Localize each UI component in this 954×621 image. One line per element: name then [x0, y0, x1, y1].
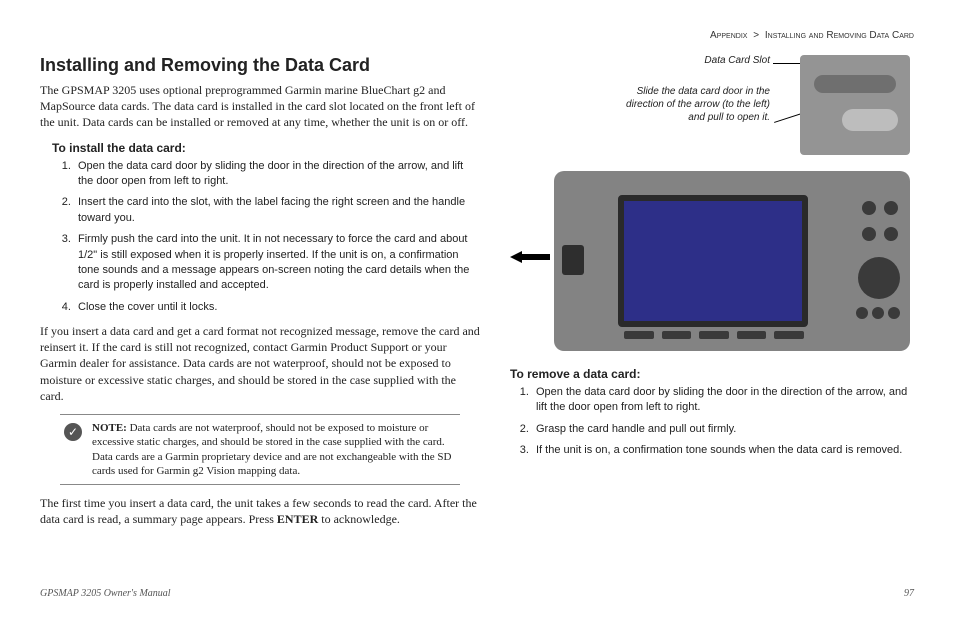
device-left-button-graphic [562, 245, 584, 275]
card-door-illustration: Data Card Slot Slide the data card door … [510, 55, 910, 165]
intro-paragraph: The GPSMAP 3205 uses optional preprogram… [40, 82, 480, 131]
install-step: Close the cover until it locks. [74, 300, 480, 315]
note-text: NOTE: Data cards are not waterproof, sho… [92, 421, 456, 478]
device-button-graphic [884, 201, 898, 215]
note-body: Data cards are not waterproof, should no… [92, 422, 451, 477]
device-button-graphic [862, 227, 876, 241]
device-button-graphic [872, 307, 884, 319]
footer-page-number: 97 [904, 588, 914, 599]
device-dpad-graphic [858, 257, 900, 299]
install-steps-list: Open the data card door by sliding the d… [74, 159, 480, 316]
page-footer: GPSMAP 3205 Owner's Manual 97 [40, 588, 914, 599]
install-step: Firmly push the card into the unit. It i… [74, 232, 480, 294]
remove-steps-list: Open the data card door by sliding the d… [532, 385, 910, 459]
callout-title: Data Card Slot [704, 55, 770, 66]
card-door-graphic [800, 55, 910, 155]
install-heading: To install the data card: [52, 141, 480, 155]
note-box: ✓ NOTE: Data cards are not waterproof, s… [60, 414, 460, 485]
install-step: Insert the card into the slot, with the … [74, 195, 480, 226]
callout-subtitle: Slide the data card door in the directio… [620, 85, 770, 124]
remove-step: Grasp the card handle and pull out firml… [532, 422, 910, 437]
page-title: Installing and Removing the Data Card [40, 55, 480, 76]
device-softkeys-graphic [624, 331, 804, 339]
breadcrumb-sep: > [753, 30, 759, 41]
left-column: Installing and Removing the Data Card Th… [40, 55, 480, 538]
breadcrumb-level2: Installing and Removing Data Card [765, 30, 914, 41]
card-slot-graphic [814, 75, 896, 93]
after-install-paragraph: If you insert a data card and get a card… [40, 323, 480, 404]
card-door-tab-graphic [842, 109, 898, 131]
install-step: Open the data card door by sliding the d… [74, 159, 480, 190]
breadcrumb-level1: Appendix [710, 30, 747, 41]
breadcrumb: Appendix > Installing and Removing Data … [710, 30, 914, 41]
remove-heading: To remove a data card: [510, 367, 910, 381]
device-screen-graphic [618, 195, 808, 327]
device-button-graphic [888, 307, 900, 319]
after-note-paragraph: The first time you insert a data card, t… [40, 495, 480, 527]
device-button-graphic [862, 201, 876, 215]
left-arrow-icon [510, 251, 550, 263]
right-column: Data Card Slot Slide the data card door … [510, 55, 910, 538]
note-check-icon: ✓ [64, 423, 82, 441]
device-illustration [554, 171, 910, 351]
device-button-graphic [856, 307, 868, 319]
remove-step: Open the data card door by sliding the d… [532, 385, 910, 416]
note-label: NOTE: [92, 422, 127, 434]
device-button-graphic [884, 227, 898, 241]
remove-step: If the unit is on, a confirmation tone s… [532, 443, 910, 458]
footer-manual-title: GPSMAP 3205 Owner's Manual [40, 588, 171, 599]
